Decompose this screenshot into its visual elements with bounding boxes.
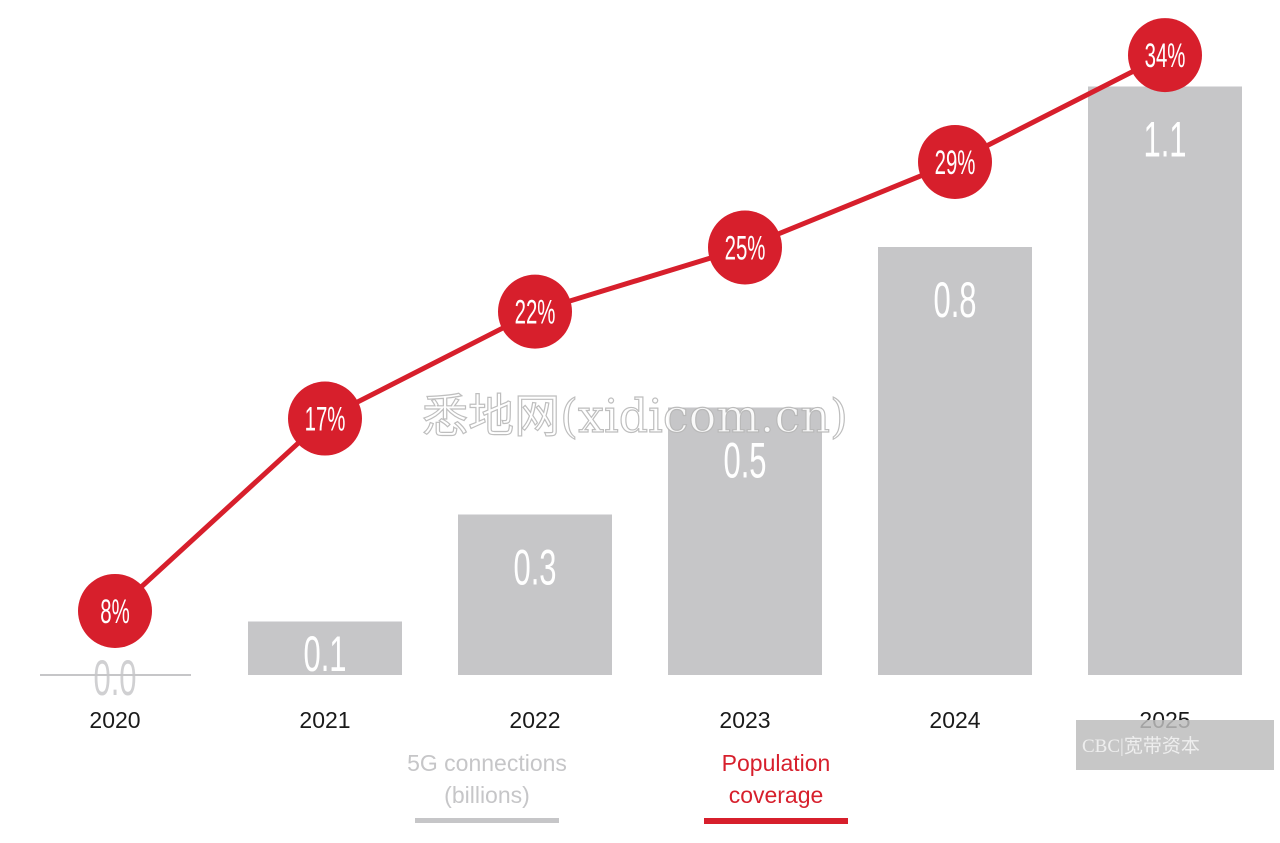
coverage-point-2020	[78, 573, 152, 648]
x-tick-2022: 2022	[509, 707, 560, 733]
coverage-label-2022: 22%	[515, 293, 556, 331]
legend-line-swatch	[704, 818, 848, 824]
corner-watermark: CBC|宽带资本	[1082, 735, 1200, 757]
legend-bars-swatch	[415, 818, 559, 823]
legend-line-label-line2: coverage	[729, 782, 824, 808]
coverage-point-2022	[498, 274, 572, 349]
x-tick-2021: 2021	[299, 707, 350, 733]
coverage-point-2023	[708, 210, 782, 285]
bar-2023	[668, 407, 822, 675]
coverage-label-2023: 25%	[725, 229, 766, 267]
bar-label-2023: 0.5	[723, 432, 766, 488]
bar-2022	[458, 514, 612, 675]
coverage-point-2025	[1128, 18, 1202, 93]
bar-label-2022: 0.3	[513, 539, 556, 595]
coverage-label-2024: 29%	[935, 144, 976, 182]
legend-bars-label-line1: 5G connections	[407, 750, 567, 776]
bar-2024	[878, 247, 1032, 675]
x-tick-2020: 2020	[89, 707, 140, 733]
coverage-point-2021	[288, 381, 362, 456]
coverage-label-2025: 34%	[1145, 37, 1186, 75]
bar-2025	[1088, 86, 1242, 675]
legend-line-label-line1: Population	[722, 750, 831, 776]
bar-label-2020: 0.0	[93, 649, 136, 705]
bar-label-2021: 0.1	[303, 625, 346, 681]
coverage-line	[113, 52, 1167, 613]
bar-2021	[248, 621, 402, 675]
coverage-label-2021: 17%	[305, 400, 346, 438]
x-tick-2023: 2023	[719, 707, 770, 733]
x-tick-2024: 2024	[929, 707, 980, 733]
coverage-point-2024	[918, 124, 992, 199]
corner-watermark-box	[1076, 720, 1274, 770]
coverage-label-2020: 8%	[100, 593, 129, 631]
bar-label-2024: 0.8	[933, 271, 976, 327]
legend-bars-label-line2: (billions)	[444, 782, 530, 808]
center-watermark: 悉地网(xidicom.cn)	[422, 389, 848, 443]
bar-label-2025: 1.1	[1143, 111, 1186, 167]
